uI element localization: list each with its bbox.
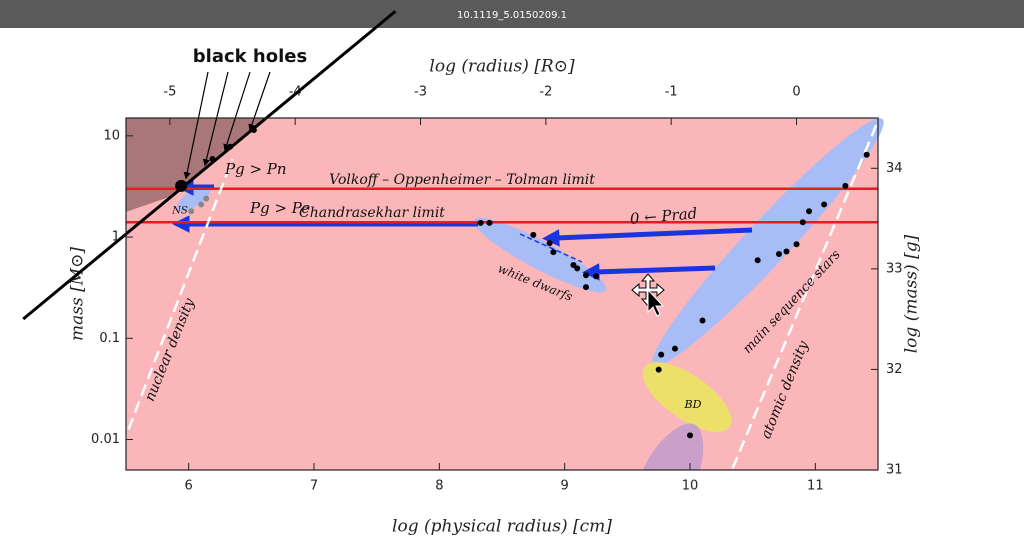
white-dwarf-region [473,217,607,293]
data-point [550,249,557,256]
series-label: NS [171,206,188,217]
y2-tick-label: 34 [886,161,903,176]
data-point [175,179,188,192]
data-point [188,208,195,215]
data-point [250,127,257,134]
pointer [248,71,271,132]
y2-tick-label: 31 [886,463,903,478]
plot-background [126,118,878,470]
data-point [775,251,782,258]
data-point [209,156,216,163]
x2-tick-label: -2 [539,85,552,100]
x-tick-label: 11 [807,479,824,494]
x-tick-label: 8 [435,479,443,494]
y-tick-label: 0.1 [99,331,120,346]
bd-region [642,362,732,432]
series-label: black holes [193,46,307,67]
y-tick-label: 1 [112,230,120,245]
data-point [821,201,828,208]
series-label: BD [684,398,702,411]
arrow [542,227,753,247]
data-point [593,273,599,280]
x-tick-label: 9 [561,479,569,494]
x2-tick-label: -5 [163,85,176,100]
y-tick-label: 10 [103,128,120,143]
title-bar [0,0,1024,28]
x-tick-label: 6 [185,479,193,494]
y2-tick-label: 32 [886,362,903,377]
x-axis-label: log (physical radius) [cm] [392,517,612,537]
data-point [863,151,870,158]
data-point [477,219,484,226]
data-point [754,257,761,264]
data-point [671,345,678,352]
data-point [582,272,589,279]
data-point [582,284,589,291]
y2-tick-label: 33 [886,261,903,276]
x-tick-label: 10 [682,479,699,494]
data-point [783,248,790,255]
data-point [198,201,205,208]
limit-label: Volkoff – Oppenheimer – Tolman limit [329,172,595,188]
data-point [227,143,234,150]
data-point [842,182,849,189]
data-point [486,219,493,226]
plot-frame [125,117,879,471]
y-tick-label: 0.01 [91,432,120,447]
move-cursor [631,273,665,317]
limit-label: Chandrasekhar limit [299,205,445,221]
x2-tick-label: -1 [665,85,678,100]
arrow [582,263,716,281]
data-point [806,208,813,215]
data-point [546,240,553,247]
data-point [530,231,537,238]
reference-line [127,158,234,430]
pointer [223,71,251,152]
x-tick-label: 7 [310,479,318,494]
data-point [658,351,665,358]
main-sequence-region [652,118,884,366]
data-point [655,366,662,373]
reference-line [22,10,397,321]
data-point [799,219,806,226]
x2-tick-label: 0 [792,85,800,100]
y-axis-label: mass [M⊙] [68,247,88,341]
x2-tick-label: -3 [414,85,427,100]
annotation: Pg > Pe [249,199,310,217]
reference-line [731,120,880,469]
annotation: Pg > Pn [224,160,287,178]
pointer [183,71,209,180]
annotation: 0 ← Prad [629,204,698,228]
wd-trend [519,233,583,263]
data-point [687,432,693,439]
data-point [203,195,210,202]
data-point [574,265,581,272]
data-point [699,317,706,324]
y2-axis-label: log (mass) [g] [902,234,922,353]
ns-region [176,184,212,212]
x2-axis-label: log (radius) [R⊙] [429,57,575,77]
window-title: 10.1119_5.0150209.1 [457,10,567,21]
data-point [793,241,800,248]
